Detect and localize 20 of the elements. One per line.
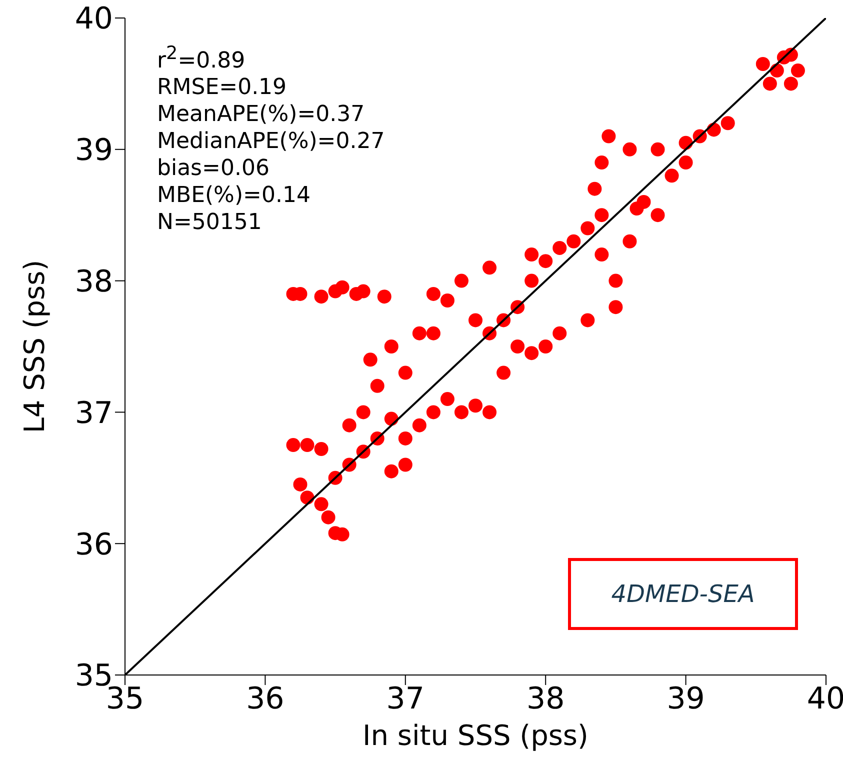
annotation: MedianAPE(%)=0.27 — [157, 128, 385, 156]
y-tick-label: 39 — [74, 133, 113, 168]
annotation: 4DMED-SEA — [568, 558, 798, 630]
annotation: bias=0.06 — [157, 155, 270, 182]
annotation: MeanAPE(%)=0.37 — [157, 101, 366, 128]
annotation: N=50151 — [157, 209, 263, 236]
y-axis-title: L4 SSS (pss) — [18, 260, 51, 434]
x-tick-label: 38 — [526, 681, 565, 716]
x-tick-label: 40 — [806, 681, 843, 716]
y-tick-label: 36 — [74, 527, 113, 562]
annotation: RMSE=0.19 — [157, 74, 288, 102]
y-tick-label: 40 — [74, 2, 113, 37]
annotation: r$^{2}$=0.89 — [157, 42, 246, 74]
x-axis-title: In situ SSS (pss) — [362, 719, 588, 752]
y-tick-label: 38 — [74, 264, 113, 300]
x-tick-label: 39 — [666, 681, 705, 716]
x-tick-label: 36 — [246, 681, 284, 716]
annotation: MBE(%)=0.14 — [157, 182, 312, 210]
x-tick-label: 37 — [386, 681, 424, 716]
y-tick-label: 37 — [74, 396, 113, 431]
